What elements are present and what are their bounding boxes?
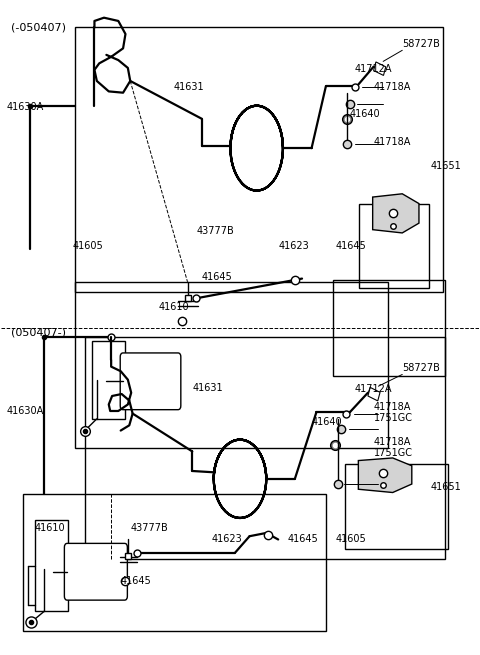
Text: 41605: 41605 (73, 241, 104, 251)
Text: (050407-): (050407-) (11, 328, 66, 337)
Text: 43777B: 43777B (197, 226, 235, 236)
Text: 41712A: 41712A (355, 384, 392, 394)
Text: 41630A: 41630A (6, 406, 43, 416)
Bar (23, 494, 326, 631)
Text: 41631: 41631 (173, 83, 204, 92)
Text: 41651: 41651 (431, 482, 462, 493)
Text: 41645: 41645 (120, 576, 152, 586)
Bar (360, 204, 429, 288)
Text: 41640: 41640 (350, 109, 380, 119)
Text: 41630A: 41630A (6, 102, 43, 112)
Text: 58727B: 58727B (402, 39, 440, 48)
Text: 41631: 41631 (192, 383, 223, 392)
FancyBboxPatch shape (120, 353, 181, 409)
Text: 41610: 41610 (159, 302, 190, 312)
Bar (75, 282, 388, 448)
Polygon shape (359, 458, 412, 493)
Bar (85, 337, 445, 559)
Text: 41623: 41623 (278, 241, 309, 251)
Polygon shape (372, 194, 419, 233)
Text: 41712A: 41712A (355, 64, 392, 73)
Bar (35, 520, 68, 611)
Text: 43777B: 43777B (130, 523, 168, 533)
Text: 41623: 41623 (211, 534, 242, 544)
Bar (373, 62, 386, 75)
Text: 41605: 41605 (336, 534, 366, 544)
FancyBboxPatch shape (64, 544, 127, 600)
Text: 41645: 41645 (336, 241, 366, 251)
Text: 41651: 41651 (431, 160, 462, 171)
Bar (368, 387, 380, 401)
Text: 41718A: 41718A (373, 137, 411, 147)
Text: 41610: 41610 (35, 523, 65, 533)
Text: 58727B: 58727B (402, 363, 440, 373)
Bar (75, 28, 443, 291)
Text: 41645: 41645 (288, 534, 318, 544)
Text: 41640: 41640 (312, 417, 342, 427)
Text: 1751GC: 1751GC (373, 448, 413, 458)
Text: 41645: 41645 (202, 272, 233, 282)
Text: 41718A: 41718A (373, 83, 411, 92)
Bar (333, 280, 445, 377)
Text: (-050407): (-050407) (11, 22, 66, 32)
Text: 41718A: 41718A (373, 402, 411, 412)
Bar (345, 464, 447, 550)
Bar (92, 341, 124, 419)
Text: 41718A: 41718A (373, 437, 411, 447)
Text: 1751GC: 1751GC (373, 413, 413, 422)
